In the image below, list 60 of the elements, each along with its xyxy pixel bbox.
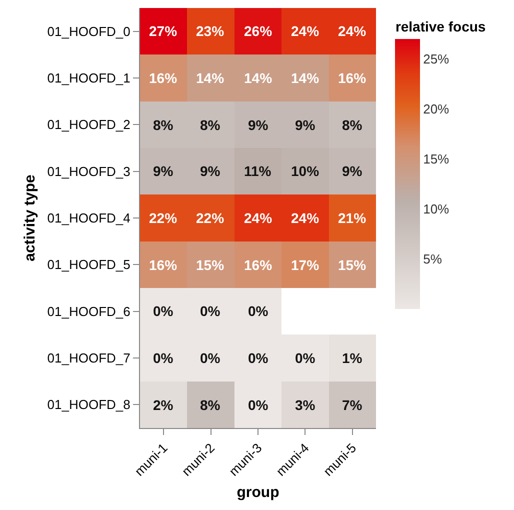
data-label: 16% [244,257,273,273]
data-label: 9% [295,117,316,133]
data-label: 22% [196,210,225,226]
data-label: 8% [200,117,221,133]
data-label: 14% [291,70,320,86]
data-label: 9% [342,163,363,179]
data-label: 15% [338,257,367,273]
data-label: 21% [338,210,367,226]
data-label: 9% [153,163,174,179]
color-bar-title: relative focus [395,18,486,34]
data-label: 8% [200,397,221,413]
data-label: 3% [295,397,316,413]
data-label: 14% [244,70,273,86]
color-bar-label: 25% [423,52,450,67]
data-label: 0% [153,350,174,366]
data-label: 9% [248,117,269,133]
x-axis-title: group [236,484,280,501]
y-tick-label: 01_HOOFD_3 [47,164,130,179]
data-label: 24% [291,210,320,226]
data-label: 0% [153,303,174,319]
y-tick-label: 01_HOOFD_1 [47,70,130,86]
data-label: 16% [338,70,367,86]
y-axis-title: activity type [22,174,39,262]
data-label: 24% [291,23,320,39]
y-tick-label: 01_HOOFD_8 [47,397,130,412]
data-label: 8% [342,117,363,133]
y-tick-label: 01_HOOFD_6 [47,304,130,319]
y-tick-label: 01_HOOFD_0 [47,24,130,39]
data-label: 17% [291,257,320,273]
data-label: 9% [200,163,221,179]
y-tick-label: 01_HOOFD_5 [47,257,130,272]
y-tick-label: 01_HOOFD_2 [47,117,130,132]
data-label: 14% [196,70,225,86]
data-label: 7% [342,397,363,413]
data-label: 0% [295,350,316,366]
data-label: 0% [248,397,269,413]
data-label: 24% [338,23,367,39]
data-label: 16% [149,70,178,86]
data-label: 15% [196,257,225,273]
data-label: 2% [153,397,174,413]
y-tick-label: 01_HOOFD_7 [47,350,130,366]
data-label: 8% [153,117,174,133]
color-bar-label: 15% [423,152,450,167]
data-label: 27% [149,23,178,39]
data-label: 10% [291,163,320,179]
data-label: 0% [248,350,269,366]
data-label: 1% [342,350,363,366]
data-label: 16% [149,257,178,273]
data-label: 0% [248,303,269,319]
data-label: 26% [244,23,273,39]
data-label: 0% [200,303,221,319]
color-bar-label: 5% [423,252,442,267]
data-label: 23% [196,23,225,39]
color-bar-label: 20% [423,102,450,117]
data-label: 24% [244,210,273,226]
data-label: 11% [244,163,272,179]
color-bar-label: 10% [423,202,450,217]
data-label: 22% [149,210,178,226]
y-tick-label: 01_HOOFD_4 [47,210,130,226]
data-label: 0% [200,350,221,366]
